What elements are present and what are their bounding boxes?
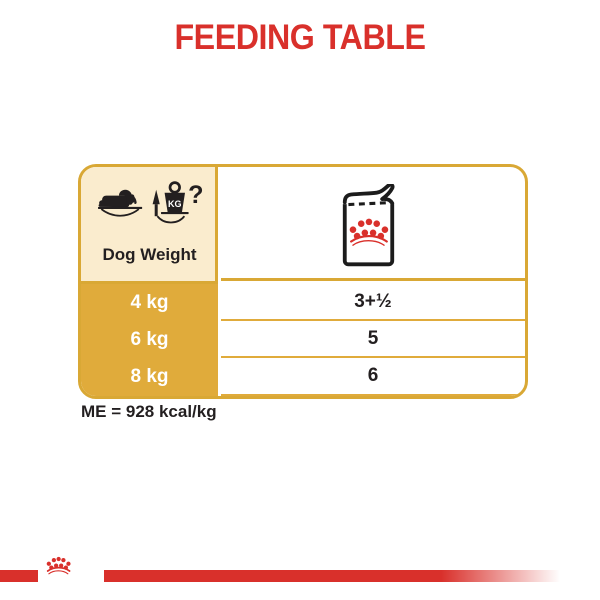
- svg-text:KG: KG: [168, 199, 182, 209]
- svg-text:?: ?: [188, 181, 203, 209]
